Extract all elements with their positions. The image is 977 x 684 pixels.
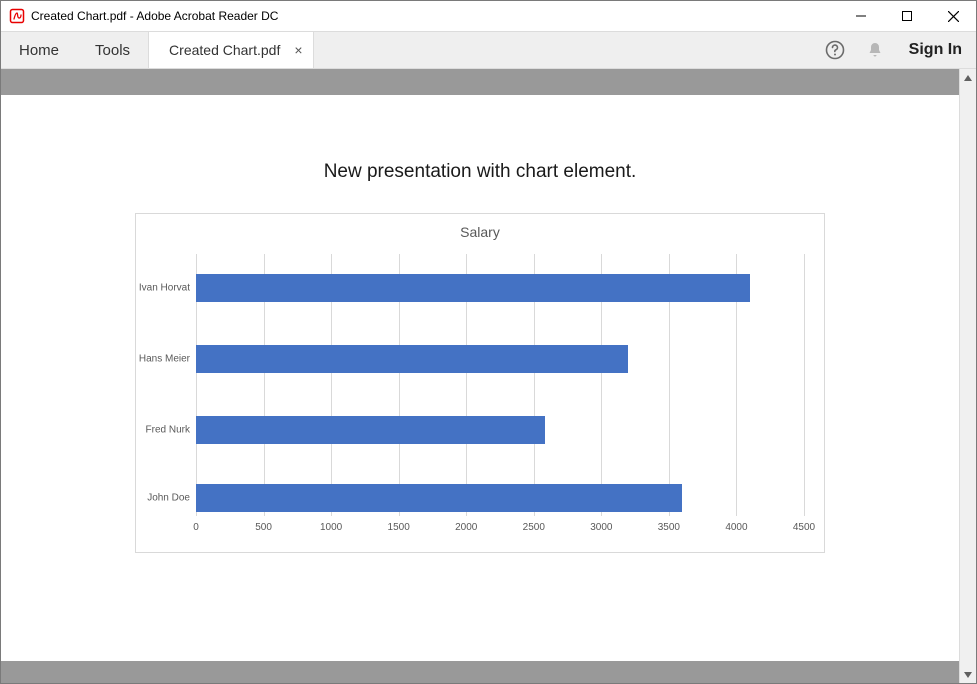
chart-x-tick-label: 4000	[725, 522, 747, 533]
window-close-button[interactable]	[930, 1, 976, 31]
title-bar: Created Chart.pdf - Adobe Acrobat Reader…	[1, 1, 976, 31]
chart-y-tick-label: John Doe	[147, 492, 190, 503]
document-tab-label: Created Chart.pdf	[169, 42, 280, 58]
chart-bar-row	[196, 345, 804, 373]
chart-x-tick-label: 0	[193, 522, 199, 533]
content-area: New presentation with chart element. Sal…	[1, 69, 976, 683]
sign-in-button[interactable]: Sign In	[903, 41, 962, 59]
menu-tools[interactable]: Tools	[77, 32, 148, 68]
notifications-bell-icon[interactable]	[863, 38, 887, 62]
chart-bar-row	[196, 484, 804, 512]
chart-bar	[196, 274, 750, 302]
page-heading: New presentation with chart element.	[324, 161, 637, 183]
chart-y-tick-label: Fred Nurk	[146, 424, 190, 435]
chart-plot-area	[196, 254, 804, 516]
chart-x-tick-label: 1500	[388, 522, 410, 533]
chart-x-tick-label: 3500	[658, 522, 680, 533]
menu-home[interactable]: Home	[1, 32, 77, 68]
scroll-down-arrow-icon[interactable]	[960, 666, 976, 683]
chart-bar-row	[196, 416, 804, 444]
chart-x-axis-labels: 050010001500200025003000350040004500	[196, 522, 804, 538]
chart-bar	[196, 416, 545, 444]
viewport-margin-top	[1, 69, 959, 95]
chart-x-tick-label: 3000	[590, 522, 612, 533]
vertical-scrollbar[interactable]	[959, 69, 976, 683]
chart-x-tick-label: 2500	[523, 522, 545, 533]
chart-gridline	[804, 254, 805, 516]
document-viewport: New presentation with chart element. Sal…	[1, 69, 959, 683]
chart-bar	[196, 484, 682, 512]
chart-title: Salary	[136, 214, 824, 240]
acrobat-app-icon	[9, 8, 25, 24]
menubar: Home Tools Created Chart.pdf × Sign In	[1, 31, 976, 69]
chart-y-tick-label: Ivan Horvat	[139, 283, 190, 294]
chart-bar	[196, 345, 628, 373]
chart-y-tick-label: Hans Meier	[139, 353, 190, 364]
pdf-page: New presentation with chart element. Sal…	[1, 95, 959, 661]
chart-x-tick-label: 4500	[793, 522, 815, 533]
viewport-margin-bottom	[1, 661, 959, 683]
chart-y-axis-labels: Ivan Horvat Hans Meier Fred Nurk John Doe	[136, 254, 194, 516]
salary-chart: Salary Ivan Horvat Hans Meier Fred Nurk Joh…	[135, 213, 825, 553]
chart-bar-row	[196, 274, 804, 302]
chart-x-tick-label: 1000	[320, 522, 342, 533]
scroll-up-arrow-icon[interactable]	[960, 69, 976, 86]
document-tab[interactable]: Created Chart.pdf ×	[148, 32, 313, 68]
chart-x-tick-label: 500	[255, 522, 272, 533]
tab-close-icon[interactable]: ×	[294, 43, 302, 57]
help-icon[interactable]	[823, 38, 847, 62]
window-maximize-button[interactable]	[884, 1, 930, 31]
window-title: Created Chart.pdf - Adobe Acrobat Reader…	[31, 9, 278, 23]
chart-x-tick-label: 2000	[455, 522, 477, 533]
window-minimize-button[interactable]	[838, 1, 884, 31]
app-window: Created Chart.pdf - Adobe Acrobat Reader…	[0, 0, 977, 684]
